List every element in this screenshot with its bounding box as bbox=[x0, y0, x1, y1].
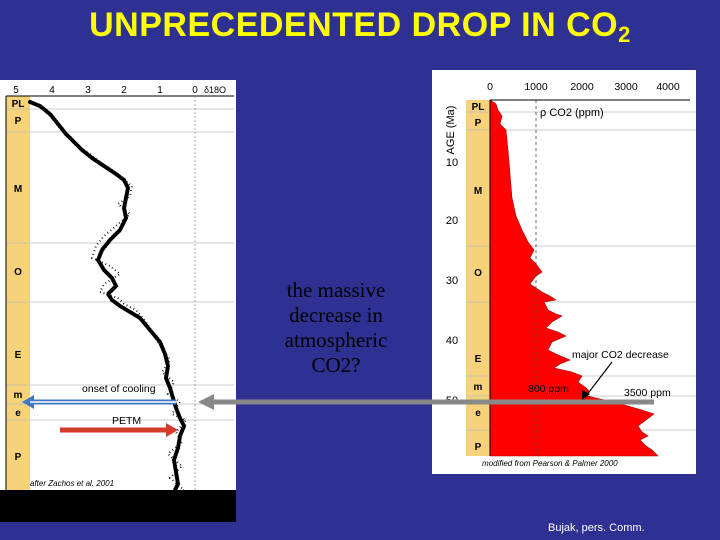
label-3500-ppm: 3500 ppm bbox=[624, 387, 671, 399]
age-tick-10: 10 bbox=[446, 157, 458, 169]
major-decrease-label: major CO2 decrease bbox=[572, 349, 669, 361]
axis-tick-0: 0 bbox=[192, 85, 198, 96]
question-text: the massive decrease in atmospheric CO2? bbox=[284, 278, 388, 377]
co2-tick-3000: 3000 bbox=[614, 81, 638, 93]
co2-tick-0: 0 bbox=[487, 81, 493, 93]
age-tick-40: 40 bbox=[446, 335, 458, 347]
co2-epoch-m-small: m bbox=[474, 382, 483, 393]
isotope-curve bbox=[28, 100, 187, 506]
axis-tick-4: 4 bbox=[49, 85, 55, 96]
source-left: after Zachos et al. 2001 bbox=[30, 479, 114, 488]
co2-epoch-p-lower: P bbox=[475, 442, 482, 453]
co2-tick-2000: 2000 bbox=[570, 81, 594, 93]
co2-epoch-m: M bbox=[474, 186, 482, 197]
epoch-label-pl: PL bbox=[12, 99, 25, 110]
onset-cooling-label: onset of cooling bbox=[82, 383, 156, 395]
co2-epoch-o: O bbox=[474, 268, 482, 279]
age-tick-20: 20 bbox=[446, 215, 458, 227]
epoch-band bbox=[6, 96, 30, 506]
epoch-band-right bbox=[466, 100, 490, 456]
epoch-label-p-lower: P bbox=[15, 452, 22, 463]
slide-title: UNPRECEDENTED DROP IN CO2 bbox=[0, 6, 720, 48]
co2-epoch-e: E bbox=[475, 354, 482, 365]
petm-label: PETM bbox=[112, 415, 141, 427]
epoch-label-o: O bbox=[14, 267, 22, 278]
co2-series-label: ρ CO2 (ppm) bbox=[540, 107, 604, 119]
axis-tick-1: 1 bbox=[157, 85, 163, 96]
connector-arrow bbox=[198, 394, 654, 410]
co2-area bbox=[489, 99, 659, 457]
epoch-label-e-small: e bbox=[15, 408, 21, 419]
axis-tick-5: 5 bbox=[13, 85, 19, 96]
petm-arrow bbox=[60, 423, 178, 437]
title-subscript: 2 bbox=[618, 22, 631, 47]
label-800-ppm: 800 ppm bbox=[528, 383, 569, 395]
decrease-pointer-head bbox=[582, 390, 590, 400]
co2-chart: 0 1000 2000 3000 4000 AGE (Ma) 10 20 30 … bbox=[432, 70, 696, 474]
co2-tick-1000: 1000 bbox=[524, 81, 548, 93]
age-tick-30: 30 bbox=[446, 275, 458, 287]
credit-text: Bujak, pers. Comm. bbox=[548, 522, 645, 534]
oxygen-isotope-chart: 5 4 3 2 1 0 δ18O PL P M O E m e P onset … bbox=[0, 80, 236, 522]
axis-tick-3: 3 bbox=[85, 85, 91, 96]
epoch-label-p: P bbox=[15, 116, 22, 127]
epoch-boundaries bbox=[6, 108, 234, 421]
epoch-label-e: E bbox=[15, 350, 22, 361]
title-main: UNPRECEDENTED DROP IN CO bbox=[89, 6, 619, 44]
source-right: modified from Pearson & Palmer 2000 bbox=[482, 459, 618, 468]
epoch-label-m: M bbox=[14, 184, 22, 195]
co2-tick-4000: 4000 bbox=[656, 81, 680, 93]
age-axis-title: AGE (Ma) bbox=[445, 106, 457, 155]
epoch-label-m-small: m bbox=[14, 390, 23, 401]
co2-epoch-pl: PL bbox=[472, 102, 485, 113]
onset-cooling-arrow bbox=[22, 395, 176, 409]
bottom-black-bar bbox=[0, 490, 236, 522]
axis-label: δ18O bbox=[204, 85, 226, 95]
co2-epoch-p: P bbox=[475, 118, 482, 129]
axis-tick-2: 2 bbox=[121, 85, 127, 96]
decrease-pointer-line bbox=[585, 361, 613, 397]
co2-epoch-e-small: e bbox=[475, 408, 481, 419]
